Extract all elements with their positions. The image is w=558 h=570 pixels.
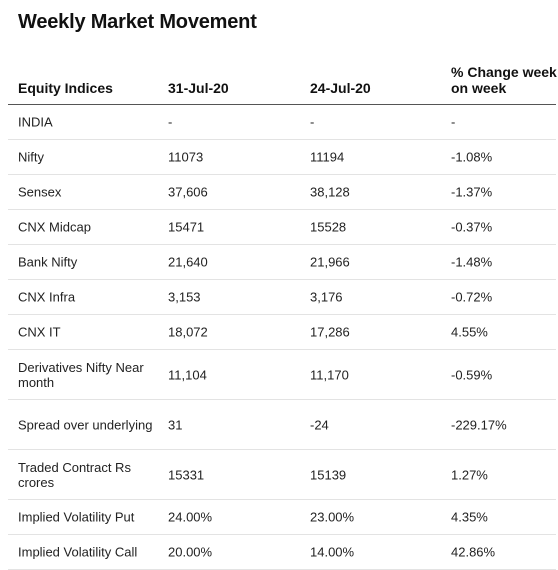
index-name: Derivatives Nifty Near month [18, 359, 144, 390]
value-change: -0.37% [451, 219, 493, 235]
value-previous: 11,170 [310, 367, 349, 382]
value-previous: 3,176 [310, 289, 343, 305]
table-row: INDIA - - - [8, 105, 556, 140]
value-change: 4.55% [451, 324, 488, 340]
value-change: 42.86% [451, 544, 496, 560]
table-row: Bank Nifty 21,640 21,966 -1.48% [8, 245, 556, 280]
index-name: Traded Contract Rs crores [18, 459, 131, 490]
value-previous: 38,128 [310, 184, 350, 200]
market-table: Equity Indices 31-Jul-20 24-Jul-20 % Cha… [8, 56, 557, 570]
index-name: CNX Midcap [18, 219, 91, 235]
table-header: Equity Indices 31-Jul-20 24-Jul-20 % Cha… [8, 56, 557, 105]
header-date-current: 31-Jul-20 [168, 80, 229, 96]
value-current: 3,153 [168, 289, 201, 305]
value-current: 37,606 [168, 184, 208, 200]
value-current: 24.00% [168, 509, 213, 525]
value-change: -1.37% [451, 184, 493, 200]
index-name: Bank Nifty [18, 254, 78, 270]
table-row: CNX Midcap 15471 15528 -0.37% [8, 210, 556, 245]
table-row: Derivatives Nifty Near month 11,104 11,1… [8, 350, 556, 400]
value-previous: 11194 [310, 149, 345, 165]
table-row: Spread over underlying 31 -24 -229.17% [8, 400, 556, 450]
value-previous: 14.00% [310, 544, 355, 560]
index-name: Sensex [18, 184, 62, 200]
index-name: CNX IT [18, 324, 61, 340]
value-previous: 15139 [310, 467, 347, 482]
value-change: 4.35% [451, 509, 488, 525]
table-row: CNX IT 18,072 17,286 4.55% [8, 315, 556, 350]
header-date-previous: 24-Jul-20 [310, 80, 371, 96]
index-name: Nifty [18, 149, 44, 165]
table-row: Implied Volatility Put 24.00% 23.00% 4.3… [8, 500, 556, 535]
value-current: 21,640 [168, 254, 208, 270]
value-change: - [451, 114, 456, 130]
value-previous: - [310, 114, 315, 130]
value-change: -1.08% [451, 149, 493, 165]
value-current: 15331 [168, 467, 205, 482]
value-current: 15471 [168, 219, 205, 235]
value-previous: 15528 [310, 219, 347, 235]
value-current: 11,104 [168, 367, 207, 382]
value-change: -1.48% [451, 254, 493, 270]
table-row: Implied Volatility Call 20.00% 14.00% 42… [8, 535, 556, 570]
value-previous: 23.00% [310, 509, 355, 525]
value-current: 31 [168, 417, 183, 432]
value-previous: -24 [310, 417, 329, 432]
value-change: 1.27% [451, 467, 488, 482]
page-title: Weekly Market Movement [18, 11, 257, 33]
index-name: CNX Infra [18, 289, 76, 305]
value-change: -0.72% [451, 289, 493, 305]
value-previous: 21,966 [310, 254, 350, 270]
table-row: Sensex 37,606 38,128 -1.37% [8, 175, 556, 210]
table-row: Nifty 11073 11194 -1.08% [8, 140, 556, 175]
value-change: -229.17% [451, 417, 507, 432]
value-change: -0.59% [451, 367, 493, 382]
index-name: Spread over underlying [18, 417, 153, 432]
index-name: Implied Volatility Put [18, 509, 135, 525]
index-name: INDIA [18, 114, 53, 130]
table-row: Traded Contract Rs crores 15331 15139 1.… [8, 450, 556, 500]
value-current: 11073 [168, 149, 204, 165]
header-percent-change: % Change week on week [451, 64, 557, 96]
table-row: CNX Infra 3,153 3,176 -0.72% [8, 280, 556, 315]
value-previous: 17,286 [310, 324, 350, 340]
index-name: Implied Volatility Call [18, 544, 138, 560]
header-equity-indices: Equity Indices [18, 80, 113, 96]
value-current: 20.00% [168, 544, 213, 560]
value-current: 18,072 [168, 324, 208, 340]
value-current: - [168, 114, 173, 130]
